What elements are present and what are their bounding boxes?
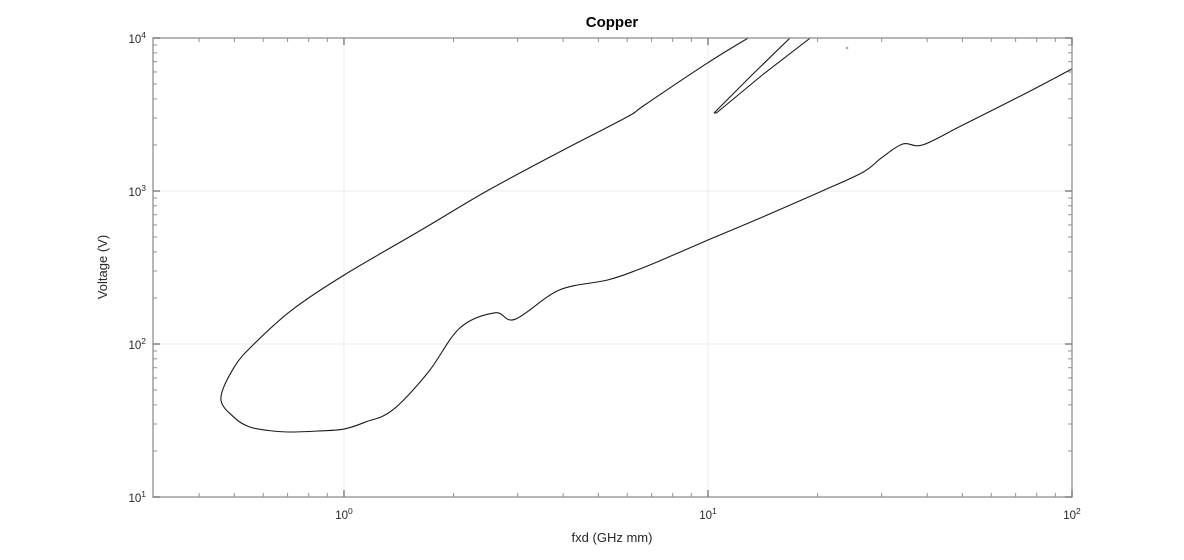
x-tick-label: 100: [335, 506, 353, 522]
tick-exponent: 0: [348, 506, 353, 516]
x-tick-label: 102: [1063, 506, 1081, 522]
axis-box: [152, 37, 1073, 498]
y-tick-label: 103: [128, 183, 146, 199]
tick-base: 10: [128, 493, 141, 505]
stray-point: [845, 46, 849, 50]
y-tick-label: 104: [128, 30, 146, 46]
x-tick-label: 101: [699, 506, 717, 522]
chart-title: Copper: [586, 14, 639, 31]
tick-base: 10: [1063, 510, 1076, 522]
y-tick-label: 101: [128, 489, 146, 505]
y-axis-label: Voltage (V): [95, 235, 110, 299]
plot-box: [152, 37, 1073, 498]
tick-base: 10: [699, 510, 712, 522]
multipactor-boundary-curve: [220, 38, 1072, 433]
x-axis-label: fxd (GHz mm): [572, 530, 653, 545]
y-tick-label: 102: [128, 336, 146, 352]
tick-exponent: 2: [1076, 506, 1081, 516]
contour-curves: [220, 38, 1072, 433]
tick-base: 10: [128, 340, 141, 352]
tick-base: 10: [335, 510, 348, 522]
grid-lines: [153, 37, 1073, 498]
upper-notch-curve: [713, 38, 811, 114]
tick-exponent: 1: [712, 506, 717, 516]
tick-base: 10: [128, 187, 141, 199]
tick-marks: [153, 37, 1073, 498]
tick-base: 10: [128, 34, 141, 46]
tick-exponent: 4: [141, 30, 146, 40]
tick-exponent: 2: [141, 336, 146, 346]
tick-exponent: 3: [141, 183, 146, 193]
tick-exponent: 1: [141, 489, 146, 499]
